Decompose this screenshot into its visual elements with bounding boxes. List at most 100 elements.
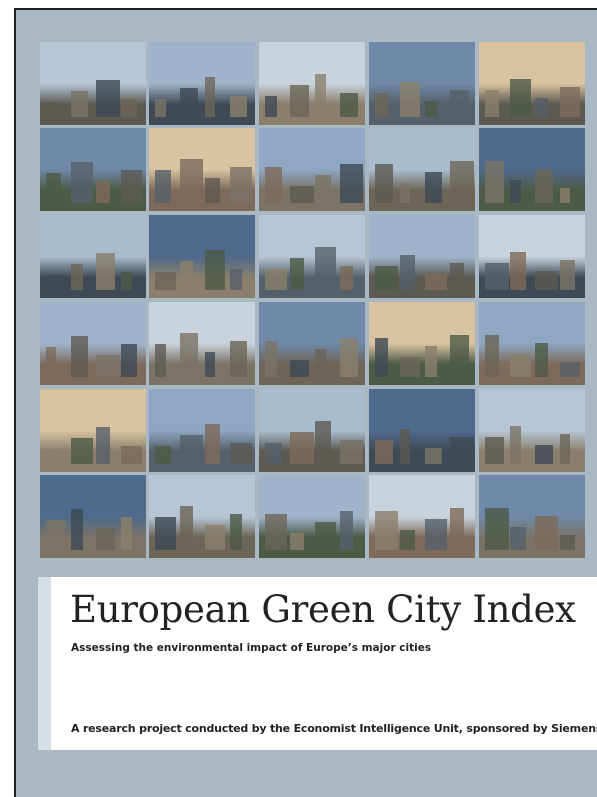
photo-building xyxy=(205,250,225,290)
photo-building xyxy=(46,347,56,377)
photo-building xyxy=(180,159,203,203)
photo-building xyxy=(180,333,198,377)
photo-building xyxy=(230,269,242,290)
photo-building xyxy=(425,274,447,290)
photo-building xyxy=(155,344,166,377)
photo-building xyxy=(510,354,531,377)
photo-building xyxy=(400,429,410,464)
photo-building xyxy=(450,508,464,550)
subtitle: Assessing the environmental impact of Eu… xyxy=(71,642,431,654)
photo-building xyxy=(535,98,548,117)
photo-building xyxy=(96,528,115,550)
photo-building xyxy=(560,535,575,550)
photo-building xyxy=(265,96,277,117)
photo-building xyxy=(290,533,304,550)
photo-building xyxy=(71,509,83,550)
photo-building xyxy=(510,527,526,550)
photo-building xyxy=(510,79,531,117)
photo-building xyxy=(485,508,509,550)
photo-building xyxy=(535,445,553,464)
photo-building xyxy=(71,336,88,377)
photo-building xyxy=(450,90,469,117)
photo-building xyxy=(425,448,442,464)
photo-building xyxy=(71,162,93,203)
photo-building xyxy=(400,530,415,550)
photo-building xyxy=(205,77,215,117)
photo-building xyxy=(121,272,132,290)
photo-building xyxy=(375,266,398,290)
photo-building xyxy=(485,263,509,290)
photo-building xyxy=(450,335,469,377)
photo-building xyxy=(535,271,558,290)
photo-building xyxy=(46,520,66,550)
photo-building xyxy=(265,443,282,464)
photo-building xyxy=(375,164,393,203)
photo-building xyxy=(290,360,309,377)
photo-building xyxy=(121,344,137,377)
photo-building xyxy=(425,101,437,117)
photo-building xyxy=(535,516,558,550)
photo-building xyxy=(46,449,61,464)
photo-building xyxy=(230,514,242,550)
photo-building xyxy=(230,341,247,377)
photo-building xyxy=(315,421,331,464)
photo-building xyxy=(96,181,110,203)
photo-building xyxy=(510,252,526,290)
photo-building xyxy=(560,260,575,290)
photo-building xyxy=(71,438,93,464)
photo-building xyxy=(315,175,331,203)
photo-building xyxy=(96,427,110,464)
photo-building xyxy=(121,446,142,464)
photo-building xyxy=(265,341,277,377)
photo-building xyxy=(290,85,309,117)
photo-building xyxy=(230,96,247,117)
photo-building xyxy=(560,434,570,464)
photo-building xyxy=(340,266,353,290)
photo-building xyxy=(290,432,314,464)
photo-building xyxy=(485,335,499,377)
photo-building xyxy=(400,357,420,377)
photo-building xyxy=(375,338,388,377)
photo-building xyxy=(450,161,474,203)
photo-building xyxy=(485,161,504,203)
photo-building xyxy=(450,263,464,290)
cover: European Green City Index Assessing the … xyxy=(0,0,597,797)
photo-building xyxy=(560,188,570,203)
photo-building xyxy=(400,183,410,203)
photo-building xyxy=(400,255,415,290)
photo-building xyxy=(375,511,398,550)
photo-building xyxy=(155,517,176,550)
photo-building xyxy=(485,437,504,464)
photo-building xyxy=(230,167,252,203)
photo-building xyxy=(375,440,393,464)
panel-stripe xyxy=(38,577,51,750)
photo-building xyxy=(121,99,137,117)
photo-building xyxy=(180,435,203,464)
photo-building xyxy=(425,519,447,550)
photo-building xyxy=(425,172,442,203)
photo-building xyxy=(340,164,363,203)
photo-building xyxy=(560,87,580,117)
photo-building xyxy=(340,338,358,377)
photo-building xyxy=(265,269,287,290)
photo-building xyxy=(205,424,220,464)
photo-building xyxy=(180,88,198,117)
photo-building xyxy=(450,437,474,464)
photo-building xyxy=(510,180,521,203)
photo-building xyxy=(425,346,437,377)
photo-building xyxy=(96,253,115,290)
photo-building xyxy=(155,446,171,464)
photo-building xyxy=(96,355,120,377)
footer: A research project conducted by the Econ… xyxy=(71,722,597,735)
photo-building xyxy=(535,343,548,377)
photo-building xyxy=(315,247,336,290)
photo-building xyxy=(265,514,287,550)
photo-building xyxy=(205,178,220,203)
photo-building xyxy=(155,170,171,203)
photo-building xyxy=(46,275,66,290)
photo-building xyxy=(400,82,420,117)
photo-building xyxy=(180,506,193,550)
photo-building xyxy=(121,170,142,203)
photo-building xyxy=(96,80,120,117)
photo-building xyxy=(121,517,132,550)
